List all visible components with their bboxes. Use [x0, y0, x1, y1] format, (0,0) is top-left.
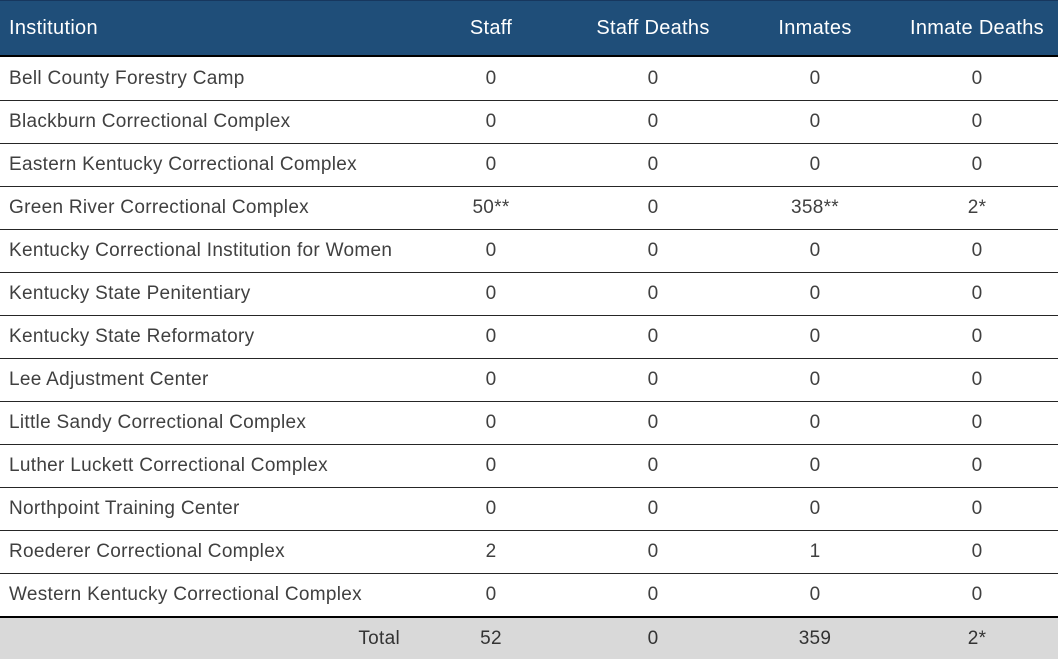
table-row: Kentucky State Penitentiary 0 0 0 0	[0, 272, 1058, 315]
staff-deaths-cell: 0	[647, 541, 659, 562]
staff-deaths-cell: 0	[647, 369, 659, 390]
staff-deaths-cell: 0	[647, 584, 659, 605]
total-label: Total	[358, 628, 400, 649]
inmate-deaths-cell: 0	[971, 111, 983, 132]
staff-deaths-cell: 0	[647, 240, 659, 261]
header-cell-institution: Institution	[9, 16, 98, 39]
inmates-cell: 0	[809, 111, 821, 132]
staff-cell: 0	[485, 326, 497, 347]
institution-cell: Bell County Forestry Camp	[9, 67, 245, 89]
institution-cell: Little Sandy Correctional Complex	[9, 412, 307, 433]
staff-deaths-cell: 0	[647, 67, 659, 89]
inmates-cell: 0	[809, 498, 821, 519]
inmates-cell: 358**	[791, 197, 839, 218]
inmate-deaths-cell: 0	[971, 455, 983, 476]
staff-cell: 0	[485, 412, 497, 433]
inmates-cell: 0	[809, 369, 821, 390]
header-cell-staff-deaths: Staff Deaths	[596, 16, 710, 39]
inmates-cell: 0	[809, 283, 821, 304]
staff-cell: 0	[485, 283, 497, 304]
staff-deaths-cell: 0	[647, 498, 659, 519]
table-row: Kentucky Correctional Institution for Wo…	[0, 229, 1058, 272]
staff-cell: 0	[485, 369, 497, 390]
table-header-row: Institution Staff Staff Deaths Inmates I…	[0, 0, 1058, 57]
staff-deaths-cell: 0	[647, 326, 659, 347]
table-row: Roederer Correctional Complex 2 0 1 0	[0, 530, 1058, 573]
inmate-deaths-cell: 0	[971, 154, 983, 175]
institution-cell: Lee Adjustment Center	[9, 369, 209, 390]
institution-cell: Eastern Kentucky Correctional Complex	[9, 154, 357, 175]
table-body: Bell County Forestry Camp 0 0 0 0 Blackb…	[0, 57, 1058, 616]
staff-deaths-cell: 0	[647, 412, 659, 433]
institution-cell: Blackburn Correctional Complex	[9, 111, 291, 132]
table-row: Bell County Forestry Camp 0 0 0 0	[0, 57, 1058, 100]
total-inmate-deaths-cell: 2*	[967, 628, 987, 649]
institution-cell: Luther Luckett Correctional Complex	[9, 455, 328, 476]
total-staff-cell: 52	[480, 628, 502, 649]
institution-cell: Green River Correctional Complex	[9, 197, 309, 218]
header-cell-inmate-deaths: Inmate Deaths	[910, 16, 1044, 39]
staff-deaths-cell: 0	[647, 154, 659, 175]
staff-cell: 0	[485, 111, 497, 132]
table-total-row: Total 52 0 359 2*	[0, 616, 1058, 659]
table-row: Luther Luckett Correctional Complex 0 0 …	[0, 444, 1058, 487]
institution-cell: Western Kentucky Correctional Complex	[9, 584, 362, 605]
staff-cell: 0	[485, 455, 497, 476]
header-cell-inmates: Inmates	[778, 16, 852, 39]
staff-cell: 0	[485, 584, 497, 605]
institution-cell: Kentucky Correctional Institution for Wo…	[9, 240, 393, 261]
staff-cell: 0	[485, 154, 497, 175]
inmate-deaths-cell: 0	[971, 412, 983, 433]
inmates-cell: 0	[809, 240, 821, 261]
inmate-deaths-cell: 0	[971, 67, 983, 89]
inmate-deaths-cell: 2*	[967, 197, 987, 218]
table-row: Western Kentucky Correctional Complex 0 …	[0, 573, 1058, 616]
inmate-deaths-cell: 0	[971, 240, 983, 261]
staff-deaths-cell: 0	[647, 111, 659, 132]
inmates-cell: 1	[809, 541, 821, 562]
table-row: Green River Correctional Complex 50** 0 …	[0, 186, 1058, 229]
total-staff-deaths-cell: 0	[647, 628, 659, 649]
table-row: Lee Adjustment Center 0 0 0 0	[0, 358, 1058, 401]
staff-cell: 50**	[472, 197, 510, 218]
staff-cell: 2	[485, 541, 497, 562]
inmates-cell: 0	[809, 412, 821, 433]
institution-cell: Kentucky State Reformatory	[9, 326, 255, 347]
institution-cell: Northpoint Training Center	[9, 498, 240, 519]
table-row: Northpoint Training Center 0 0 0 0	[0, 487, 1058, 530]
staff-deaths-cell: 0	[647, 197, 659, 218]
staff-cell: 0	[485, 240, 497, 261]
inmates-cell: 0	[809, 584, 821, 605]
inmates-cell: 0	[809, 154, 821, 175]
inmate-deaths-cell: 0	[971, 541, 983, 562]
table-row: Eastern Kentucky Correctional Complex 0 …	[0, 143, 1058, 186]
staff-cell: 0	[485, 67, 497, 89]
inmate-deaths-cell: 0	[971, 498, 983, 519]
header-cell-staff: Staff	[469, 16, 513, 39]
total-inmates-cell: 359	[798, 628, 832, 649]
staff-deaths-cell: 0	[647, 283, 659, 304]
staff-deaths-cell: 0	[647, 455, 659, 476]
inmate-deaths-cell: 0	[971, 369, 983, 390]
inmates-cell: 0	[809, 455, 821, 476]
inmates-cell: 0	[809, 326, 821, 347]
institution-cell: Roederer Correctional Complex	[9, 541, 285, 562]
inmate-deaths-cell: 0	[971, 326, 983, 347]
staff-cell: 0	[485, 498, 497, 519]
inmates-cell: 0	[809, 67, 821, 89]
table-row: Blackburn Correctional Complex 0 0 0 0	[0, 100, 1058, 143]
table-row: Kentucky State Reformatory 0 0 0 0	[0, 315, 1058, 358]
institution-cell: Kentucky State Penitentiary	[9, 283, 251, 304]
table-row: Little Sandy Correctional Complex 0 0 0 …	[0, 401, 1058, 444]
inmate-deaths-cell: 0	[971, 283, 983, 304]
inmate-deaths-cell: 0	[971, 584, 983, 605]
